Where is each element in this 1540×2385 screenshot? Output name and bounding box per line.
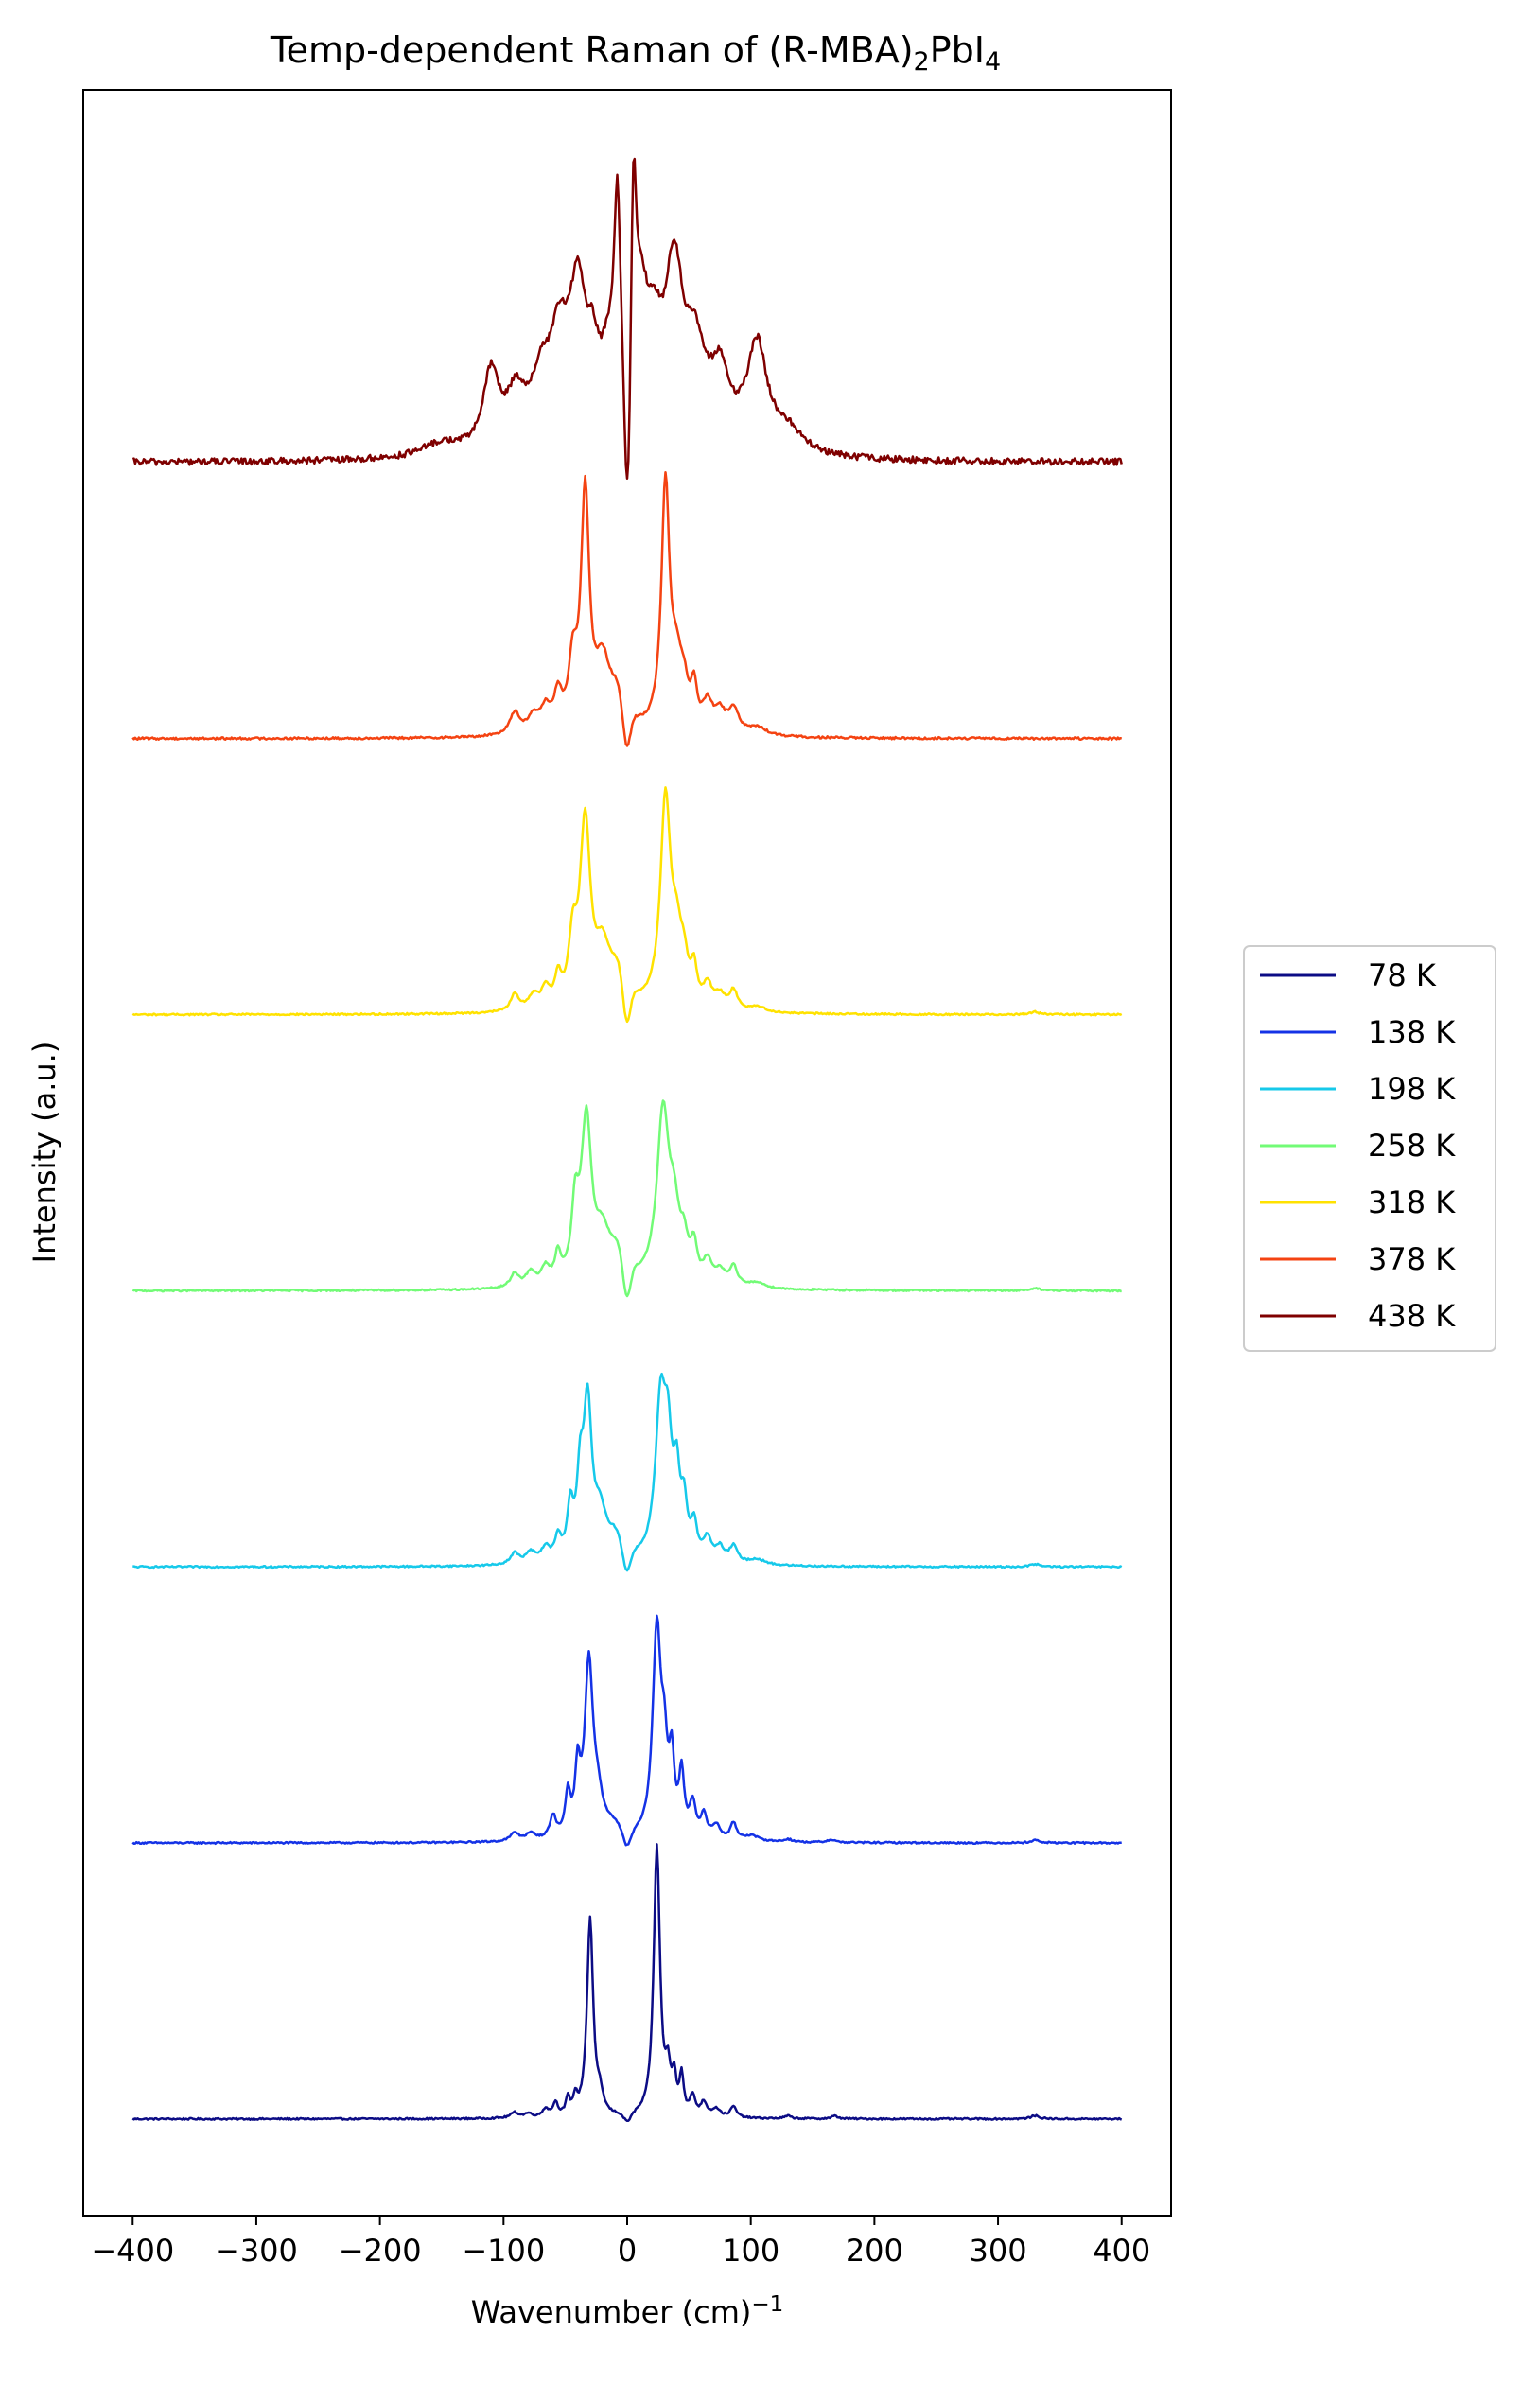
legend-label: 318 K [1368,1184,1456,1220]
x-tick-label: −300 [215,2233,298,2269]
x-tick-label: −100 [462,2233,545,2269]
x-tick-label: 100 [722,2233,779,2269]
legend-label: 198 K [1368,1071,1456,1107]
chart-title: Temp-dependent Raman of (R-MBA)2PbI4 [270,29,1001,77]
legend-entries: 78 K 138 K 198 K 258 K 318 K 378 K 438 K [1260,957,1456,1334]
series-line-438-k [131,157,1123,480]
x-tick-label: 0 [618,2233,637,2269]
series-line-378-k [131,470,1123,747]
series-line-318-k [131,786,1123,1024]
legend-label: 378 K [1368,1241,1456,1277]
legend-label: 258 K [1368,1128,1456,1164]
x-tick-label: 400 [1093,2233,1150,2269]
x-tick-label: −400 [91,2233,174,2269]
x-axis-ticks: −400 −300 −200 −100 0 100 200 300 400 [91,2216,1150,2269]
series-line-78-k [131,1843,1123,2123]
legend-label: 78 K [1368,957,1437,993]
series-line-138-k [131,1614,1122,1847]
x-tick-label: 200 [846,2233,903,2269]
legend-label: 138 K [1368,1014,1456,1050]
legend-box [1243,945,1496,1352]
x-tick-label: 300 [970,2233,1027,2269]
x-axis-title: Wavenumber (cm)−1 [471,2292,784,2330]
series-line-258-k [131,1099,1122,1298]
series-layer [131,157,1123,2123]
legend-label: 438 K [1368,1298,1456,1334]
y-axis-title: Intensity (a.u.) [26,1042,62,1264]
x-tick-label: −200 [339,2233,422,2269]
series-line-198-k [132,1372,1123,1572]
legend: 78 K 138 K 198 K 258 K 318 K 378 K 438 K [1243,945,1496,1352]
